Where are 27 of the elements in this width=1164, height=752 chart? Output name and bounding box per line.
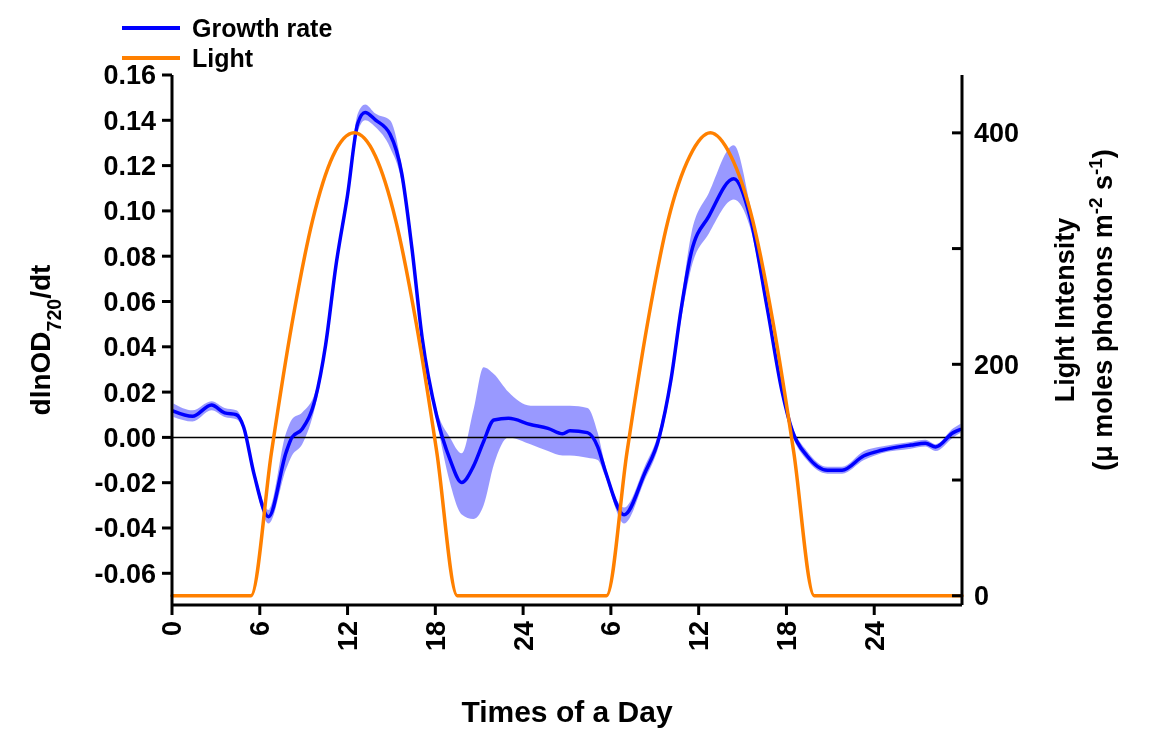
legend-label: Growth rate [192, 14, 333, 42]
x-tick-label: 0 [157, 621, 188, 637]
x-tick-label: 24 [508, 621, 539, 652]
y-tick-label: 0.16 [103, 60, 156, 91]
x-tick-label: 6 [596, 621, 627, 637]
y-tick-label: 0.04 [103, 332, 156, 363]
x-tick-label: 6 [245, 621, 276, 637]
y-tick-label: 0.14 [103, 105, 156, 136]
x-tick-label: 12 [333, 621, 364, 652]
x-tick-label: 12 [684, 621, 715, 652]
x-tick-label: 18 [771, 621, 802, 652]
y-tick-label: 0.00 [103, 422, 156, 453]
y-tick-label: -0.06 [94, 558, 156, 589]
y2-tick-label: 400 [974, 118, 1020, 149]
legend-label: Light [192, 44, 254, 72]
y2-tick-label: 200 [974, 349, 1020, 380]
y-tick-label: 0.08 [103, 241, 156, 272]
x-axis-title: Times of a Day [461, 695, 673, 728]
x-tick-label: 18 [420, 621, 451, 652]
y-tick-label: 0.06 [103, 286, 156, 317]
y-tick-label: 0.02 [103, 377, 156, 408]
y2-tick-label: 0 [974, 581, 990, 612]
y-tick-label: -0.04 [94, 513, 156, 544]
y-tick-label: -0.02 [94, 468, 156, 499]
y-tick-label: 0.10 [103, 196, 156, 227]
x-tick-label: 24 [859, 621, 890, 652]
y-tick-label: 0.12 [103, 151, 156, 182]
